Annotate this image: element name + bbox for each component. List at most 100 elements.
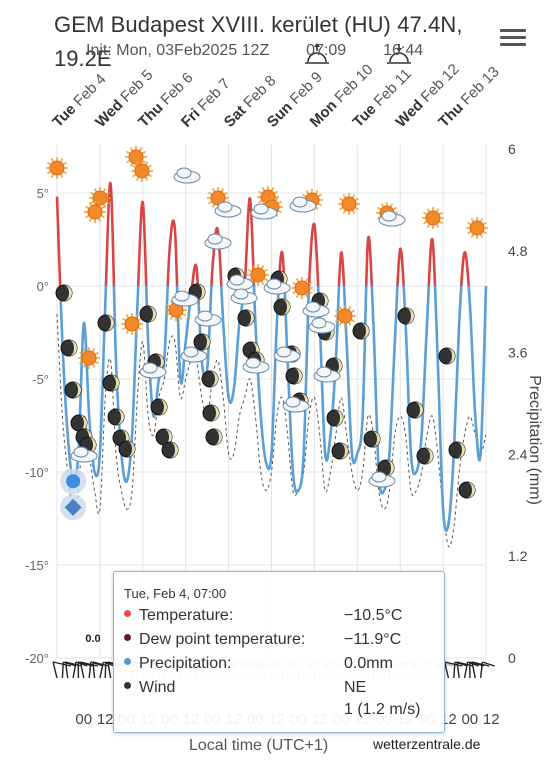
x-axis-title: Local time (UTC+1) — [189, 737, 329, 754]
sun-ray — [122, 317, 127, 322]
sun-icon — [84, 201, 106, 223]
sun-icon — [125, 146, 147, 168]
moon-icon — [448, 441, 466, 459]
sun-half — [307, 52, 327, 63]
y-tick-label: -10° — [25, 465, 49, 480]
cloud-icon — [242, 357, 270, 374]
sun-ray — [342, 209, 347, 214]
temperature-dot-icon — [124, 610, 131, 618]
sun-ray — [166, 312, 171, 317]
sun-ray — [347, 321, 352, 326]
sun-ray — [147, 164, 152, 169]
sun-ray — [85, 214, 90, 219]
wind-barb — [463, 661, 469, 679]
sun-ray — [138, 147, 143, 152]
wind-barb — [79, 661, 85, 679]
moon-icon — [406, 401, 424, 419]
moon-lit — [159, 399, 167, 415]
sun-ray — [274, 197, 279, 202]
sun-ray — [134, 329, 139, 334]
moon-lit — [294, 368, 302, 384]
moon-lit — [457, 442, 465, 458]
y-tick-label: -15° — [25, 558, 49, 573]
sun-ray — [392, 206, 397, 211]
sun-ray — [141, 150, 146, 155]
moon-icon — [205, 428, 223, 446]
wind-barb-flag — [65, 661, 82, 667]
wind-barb — [88, 661, 92, 679]
x-bottom-label: 00 — [75, 711, 92, 728]
temperature-line-below-zero — [58, 286, 488, 532]
moon-icon — [70, 414, 88, 432]
cloud-puff — [217, 201, 233, 213]
sun-half — [389, 52, 409, 63]
cloud-puff — [316, 366, 332, 378]
sun-ray — [479, 218, 484, 223]
cloud-icon — [302, 301, 330, 318]
sun-ray — [262, 200, 267, 205]
sun-ray — [260, 265, 265, 270]
sun-disc — [92, 190, 108, 206]
sun-ray — [423, 220, 428, 225]
cloud-icon — [289, 196, 317, 213]
moon-icon — [102, 374, 120, 392]
tooltip-row-temperature: Temperature: — [124, 607, 233, 625]
precipitation-dot-icon — [124, 658, 131, 666]
sun-icon — [291, 277, 313, 299]
menu-icon[interactable] — [500, 29, 526, 49]
sun-ray — [338, 321, 343, 326]
sun-ray — [260, 280, 265, 285]
sunset-time: 16:44 — [383, 42, 424, 59]
sun-ray — [350, 318, 355, 323]
moon-icon — [326, 409, 344, 427]
sun-ray — [94, 360, 99, 365]
sun-ray — [435, 223, 440, 228]
moon-lit — [340, 443, 348, 459]
sun-ray — [292, 281, 297, 286]
sun-ray — [270, 187, 275, 192]
sun-ray — [126, 159, 131, 164]
sun-icon — [334, 305, 356, 327]
wind-barb — [107, 661, 112, 679]
sun-icon — [46, 157, 68, 179]
sun-ray — [132, 164, 137, 169]
wind-barb — [471, 661, 476, 679]
moon-lit — [406, 308, 414, 324]
sun-ray — [304, 278, 309, 283]
sun-ray — [258, 199, 263, 204]
cloud-icon — [226, 274, 254, 291]
tooltip-header: Tue, Feb 4, 07:00 — [124, 586, 227, 601]
sun-ray — [295, 278, 300, 283]
sun-ray — [88, 202, 93, 207]
sun-ray — [125, 329, 130, 334]
tooltip-label-temperature: Temperature: — [139, 607, 234, 624]
sun-ray — [94, 351, 99, 356]
cloud-puff — [285, 396, 301, 408]
moon-lit — [197, 284, 205, 300]
cloud-puff — [266, 278, 282, 290]
wind-barb-flag — [80, 661, 98, 667]
arrow-head — [396, 48, 402, 52]
tooltip-value-wind: NE — [344, 679, 367, 696]
moon-lit — [116, 409, 124, 425]
credit-link[interactable]: wetterzentrale.de — [373, 736, 481, 752]
sun-ray — [147, 173, 152, 178]
sun-ray — [479, 233, 484, 238]
sun-ray — [144, 161, 149, 166]
cloud-puff — [174, 290, 190, 302]
sun-ray — [258, 190, 263, 195]
x-top-date: Feb 7 — [194, 75, 233, 114]
moon-icon — [416, 447, 434, 465]
sun-ray — [423, 211, 428, 216]
y2-tick-label: 4.8 — [508, 243, 528, 259]
sun-ray — [335, 318, 340, 323]
cloud-icon — [313, 366, 341, 383]
moon-icon — [150, 398, 168, 416]
sun-ray — [105, 191, 110, 196]
sun-ray — [314, 190, 319, 195]
sun-ray — [91, 363, 96, 368]
cloud-icon — [282, 396, 310, 413]
cloud-icon — [171, 290, 199, 307]
cloud-icon — [273, 346, 301, 363]
sun-ray — [307, 281, 312, 286]
